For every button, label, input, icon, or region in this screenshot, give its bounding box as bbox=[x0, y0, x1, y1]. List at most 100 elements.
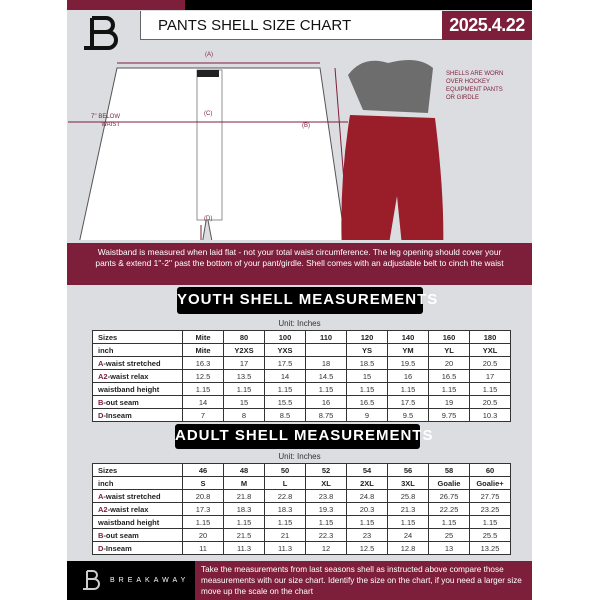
table-cell: 1.15 bbox=[346, 382, 388, 396]
table-row: A-waist stretched 16.3 17 17.5 18 18.5 19.5 20 2… bbox=[92, 356, 511, 370]
measure-label: -waist relax bbox=[107, 371, 149, 381]
table-cell: 19.5 bbox=[387, 356, 429, 370]
table-cell: 11 bbox=[182, 541, 224, 555]
table-cell: 100 bbox=[264, 330, 306, 344]
table-cell: 160 bbox=[428, 330, 470, 344]
measure-label: -Inseam bbox=[103, 543, 132, 553]
measure-key: B bbox=[98, 397, 104, 407]
row-label: inch bbox=[92, 343, 183, 357]
table-cell: 20.5 bbox=[469, 395, 511, 409]
table-cell: YS bbox=[346, 343, 388, 357]
table-cell: 25.5 bbox=[469, 528, 511, 542]
table-row: Sizes Mite 80 100 110 120 140 160 180 bbox=[92, 330, 511, 344]
row-label: D-Inseam bbox=[92, 408, 183, 422]
table-cell: 22.25 bbox=[428, 502, 470, 516]
table-row: waistband height 1.15 1.15 1.15 1.15 1.15 1.15… bbox=[92, 515, 511, 529]
label-a: (A) bbox=[205, 52, 213, 58]
measure-key: A2 bbox=[98, 371, 108, 381]
table-cell: 16 bbox=[305, 395, 347, 409]
label-c: (C) bbox=[204, 111, 213, 117]
row-label: B-out seam bbox=[92, 395, 183, 409]
table-cell: Mite bbox=[182, 343, 224, 357]
table-cell: L bbox=[264, 476, 306, 490]
table-cell: 24.8 bbox=[346, 489, 388, 503]
table-cell: 20 bbox=[182, 528, 224, 542]
table-cell: 23.25 bbox=[469, 502, 511, 516]
table-cell: YXL bbox=[469, 343, 511, 357]
table-cell: M bbox=[223, 476, 265, 490]
adult-unit-label: Unit: Inches bbox=[278, 452, 321, 461]
row-label: A2-waist relax bbox=[92, 502, 183, 516]
adult-section-title: ADULT SHELL MEASUREMENTS bbox=[175, 424, 432, 449]
table-cell: 1.15 bbox=[182, 382, 224, 396]
table-cell: 54 bbox=[346, 463, 388, 477]
row-label: Sizes bbox=[92, 463, 183, 477]
measure-label: inch bbox=[98, 345, 114, 355]
measure-label: Sizes bbox=[98, 332, 118, 342]
table-cell: 23 bbox=[346, 528, 388, 542]
measure-label: -waist stretched bbox=[103, 358, 161, 368]
table-cell: 1.15 bbox=[182, 515, 224, 529]
table-cell: Y2XS bbox=[223, 343, 265, 357]
youth-size-table: Sizes Mite 80 100 110 120 140 160 180 inch Mite Y2X… bbox=[92, 330, 511, 422]
table-cell: 12.5 bbox=[182, 369, 224, 383]
table-cell: 1.15 bbox=[469, 382, 511, 396]
table-row: B-out seam 20 21.5 21 22.3 23 24 25 25.5 bbox=[92, 528, 511, 542]
measure-key: A2 bbox=[98, 504, 108, 514]
table-cell: 1.15 bbox=[387, 515, 429, 529]
table-cell: 8.75 bbox=[305, 408, 347, 422]
table-cell: 11.3 bbox=[264, 541, 306, 555]
table-cell: 23.8 bbox=[305, 489, 347, 503]
table-cell: 7 bbox=[182, 408, 224, 422]
table-cell: 22.3 bbox=[305, 528, 347, 542]
table-cell: 1.15 bbox=[428, 382, 470, 396]
table-cell: 25 bbox=[428, 528, 470, 542]
table-cell: 1.15 bbox=[387, 382, 429, 396]
table-cell: 8 bbox=[223, 408, 265, 422]
table-cell: Mite bbox=[182, 330, 224, 344]
table-cell: 50 bbox=[264, 463, 306, 477]
footer-logo-icon bbox=[83, 570, 100, 590]
table-cell: 22.8 bbox=[264, 489, 306, 503]
table-cell: 27.75 bbox=[469, 489, 511, 503]
measure-key: D bbox=[98, 543, 104, 553]
measure-label: Sizes bbox=[98, 465, 118, 475]
table-cell: 20.3 bbox=[346, 502, 388, 516]
row-label: A-waist stretched bbox=[92, 356, 183, 370]
table-cell: 9.75 bbox=[428, 408, 470, 422]
row-label: inch bbox=[92, 476, 183, 490]
table-cell: 1.15 bbox=[223, 515, 265, 529]
measure-label: -out seam bbox=[103, 530, 139, 540]
measure-key: A bbox=[98, 491, 104, 501]
table-cell: Goalie bbox=[428, 476, 470, 490]
table-cell: YM bbox=[387, 343, 429, 357]
table-cell: 16.3 bbox=[182, 356, 224, 370]
table-cell: 3XL bbox=[387, 476, 429, 490]
table-cell: 14.5 bbox=[305, 369, 347, 383]
brand-name: BREAKAWAY bbox=[110, 577, 190, 584]
table-cell: 18.5 bbox=[346, 356, 388, 370]
table-cell: Goalie+ bbox=[469, 476, 511, 490]
worn-note: SHELLS ARE WORN OVER HOCKEY EQUIPMENT PA… bbox=[446, 71, 504, 101]
measure-label: -waist relax bbox=[107, 504, 149, 514]
table-cell: 12 bbox=[305, 541, 347, 555]
table-cell: 21.5 bbox=[223, 528, 265, 542]
table-cell: S bbox=[182, 476, 224, 490]
table-cell: 15 bbox=[346, 369, 388, 383]
table-cell: 12.8 bbox=[387, 541, 429, 555]
measure-key: D bbox=[98, 410, 104, 420]
table-cell: 21.3 bbox=[387, 502, 429, 516]
table-cell: 17 bbox=[223, 356, 265, 370]
table-cell: 12.5 bbox=[346, 541, 388, 555]
youth-unit-label: Unit: Inches bbox=[278, 319, 321, 328]
table-cell: 58 bbox=[428, 463, 470, 477]
table-cell: 19.3 bbox=[305, 502, 347, 516]
table-cell: 20 bbox=[428, 356, 470, 370]
table-row: Sizes 46 48 50 52 54 56 58 60 bbox=[92, 463, 511, 477]
below-waist-note: 7'' BELOW WAIST bbox=[91, 114, 120, 128]
table-cell: YXS bbox=[264, 343, 306, 357]
table-cell: 9.5 bbox=[387, 408, 429, 422]
table-cell bbox=[305, 343, 347, 357]
table-cell: YL bbox=[428, 343, 470, 357]
table-row: B-out seam 14 15 15.5 16 16.5 17.5 19 20.5 bbox=[92, 395, 511, 409]
